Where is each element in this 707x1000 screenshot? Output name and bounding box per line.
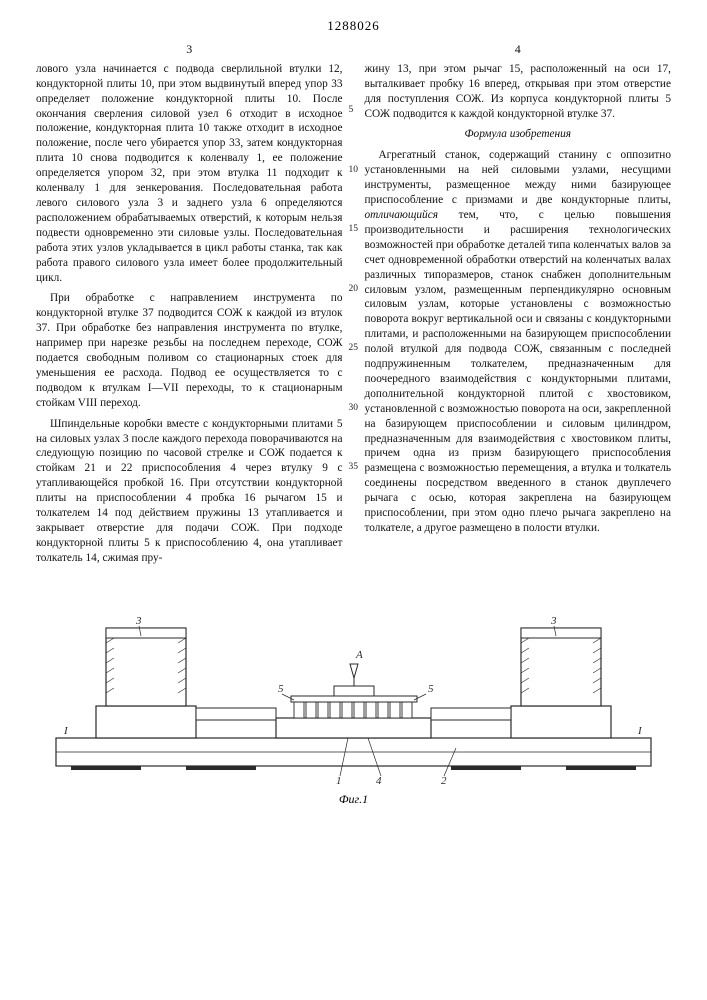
- doc-number: 1288026: [36, 18, 671, 34]
- svg-text:2: 2: [441, 775, 447, 787]
- svg-text:I: I: [63, 725, 69, 737]
- svg-text:1: 1: [336, 775, 342, 787]
- line-numbers: 5 10 15 20 25 30 35: [349, 60, 359, 473]
- figure-1: A 1 2 3 3 4 5 5 I I Фиг.1: [36, 588, 671, 807]
- line-num: 5: [349, 106, 359, 116]
- line-num: 20: [349, 285, 359, 295]
- column-right: 4 жину 13, при этом рычаг 15, расположен…: [365, 42, 672, 572]
- svg-text:A: A: [355, 649, 363, 661]
- paragraph: лового узла начинается с подвода сверлил…: [36, 62, 343, 286]
- formula-title: Формула изобретения: [365, 127, 672, 142]
- line-num: 15: [349, 225, 359, 235]
- line-num: 10: [349, 166, 359, 176]
- paragraph: Шпиндельные коробки вместе с кондукторны…: [36, 417, 343, 566]
- line-num: 25: [349, 344, 359, 354]
- line-num: 35: [349, 463, 359, 473]
- svg-text:3: 3: [135, 615, 142, 627]
- svg-text:3: 3: [550, 615, 557, 627]
- column-left: 3 лового узла начинается с подвода сверл…: [36, 42, 343, 572]
- figure-label: Фиг.1: [36, 792, 671, 807]
- svg-text:5: 5: [278, 683, 284, 695]
- line-num: 30: [349, 404, 359, 414]
- svg-text:I: I: [637, 725, 643, 737]
- figure-svg: A 1 2 3 3 4 5 5 I I: [36, 588, 671, 788]
- col-num-right: 4: [365, 42, 672, 58]
- paragraph: жину 13, при этом рычаг 15, расположенны…: [365, 62, 672, 122]
- text-columns: 3 лового узла начинается с подвода сверл…: [36, 42, 671, 572]
- paragraph: При обработке с направлением инструмента…: [36, 291, 343, 410]
- svg-text:4: 4: [376, 775, 382, 787]
- svg-text:5: 5: [428, 683, 434, 695]
- col-num-left: 3: [36, 42, 343, 58]
- claim-text: Агрегатный станок, содержащий станину с …: [365, 148, 672, 536]
